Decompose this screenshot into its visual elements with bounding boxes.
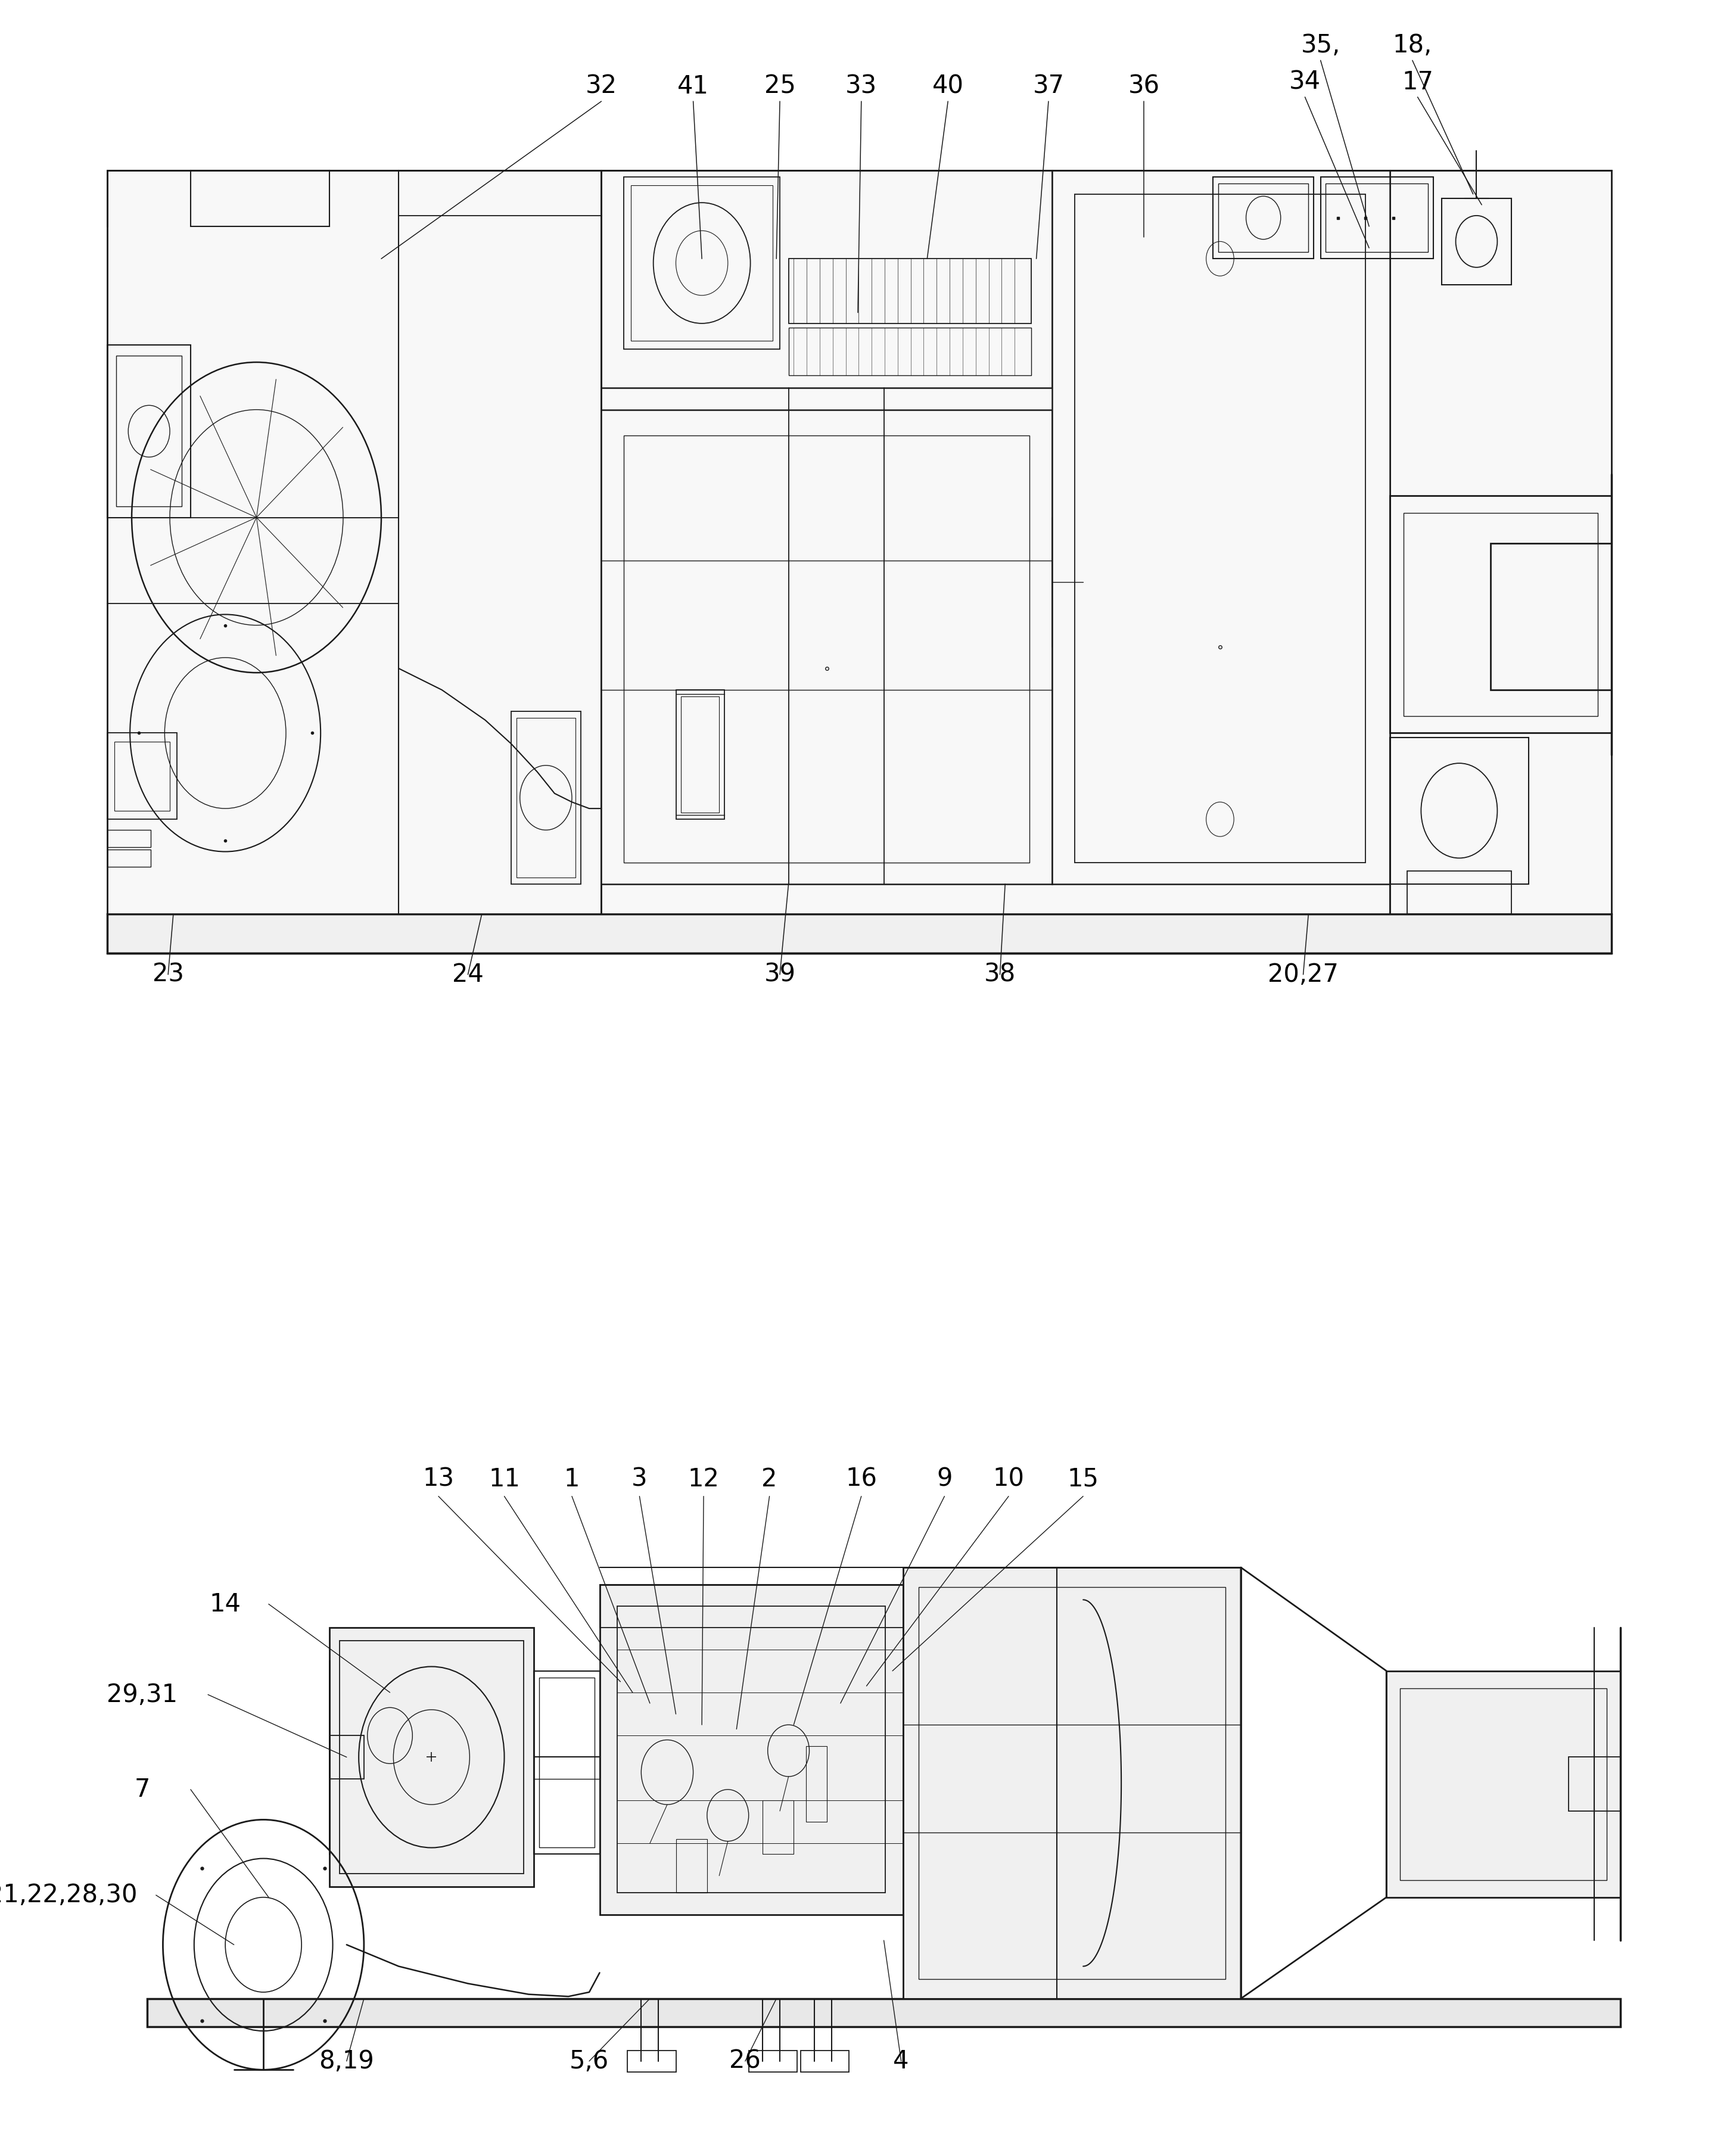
Text: 41: 41 (678, 73, 709, 99)
Text: 16: 16 (846, 1466, 877, 1492)
Text: 34: 34 (1289, 69, 1321, 95)
Text: 24: 24 (452, 962, 484, 987)
Bar (801, 2050, 849, 2072)
Bar (1326, 183, 1428, 252)
Text: 11: 11 (489, 1466, 520, 1492)
Bar (624, 436, 1029, 862)
Bar (1568, 1757, 1620, 1811)
Bar (516, 718, 575, 877)
Bar (1490, 543, 1612, 690)
Bar (806, 1746, 827, 1822)
Bar (1390, 170, 1612, 914)
Text: 2: 2 (761, 1466, 778, 1492)
Bar (147, 1999, 1620, 2027)
Text: 9: 9 (936, 1466, 953, 1492)
Bar (1052, 170, 1390, 884)
Bar (631, 185, 773, 341)
Bar (1390, 737, 1529, 884)
Text: 39: 39 (764, 962, 795, 987)
Bar (1390, 496, 1612, 733)
Bar (676, 1839, 707, 1893)
Bar (624, 177, 780, 349)
Bar (789, 259, 1031, 323)
Bar (600, 1585, 903, 1915)
Text: 17: 17 (1402, 69, 1433, 95)
Bar (511, 711, 581, 884)
Bar (340, 1641, 523, 1874)
Bar (600, 1585, 903, 1628)
Bar (329, 1736, 364, 1779)
Text: 40: 40 (932, 73, 964, 99)
Bar (1404, 513, 1598, 716)
Text: 37: 37 (1033, 73, 1064, 99)
Bar (749, 2050, 797, 2072)
Bar (107, 345, 191, 517)
Text: 21,22,28,30: 21,22,28,30 (0, 1882, 137, 1908)
Bar (627, 2050, 676, 2072)
Text: 13: 13 (423, 1466, 454, 1492)
Bar (1074, 194, 1366, 862)
Text: 14: 14 (210, 1591, 241, 1617)
Bar (1407, 871, 1511, 914)
Text: 4: 4 (892, 2048, 910, 2074)
Bar (918, 1587, 1225, 1979)
Text: 26: 26 (730, 2048, 761, 2074)
Text: 29,31: 29,31 (107, 1682, 177, 1708)
Bar (191, 170, 329, 226)
Text: 25: 25 (764, 73, 795, 99)
Bar (617, 1606, 886, 1893)
Bar (107, 849, 151, 867)
Bar (116, 356, 182, 507)
Bar (1218, 183, 1308, 252)
Text: 35,: 35, (1301, 32, 1340, 58)
Bar (539, 1677, 594, 1848)
Bar (534, 1671, 600, 1854)
Text: 15: 15 (1068, 1466, 1099, 1492)
Bar (329, 1628, 534, 1886)
Bar (676, 690, 724, 819)
Bar (107, 914, 1612, 953)
Text: 18,: 18, (1393, 32, 1431, 58)
Bar (107, 733, 177, 819)
Text: 10: 10 (993, 1466, 1024, 1492)
Bar (1442, 198, 1511, 285)
Bar (681, 696, 719, 813)
Text: 33: 33 (846, 73, 877, 99)
Text: 8,19: 8,19 (319, 2048, 374, 2074)
Text: 1: 1 (563, 1466, 581, 1492)
Text: 23: 23 (153, 962, 184, 987)
Bar (1321, 177, 1433, 259)
Bar (107, 170, 601, 914)
Bar (1386, 1671, 1620, 1897)
Text: 7: 7 (133, 1777, 151, 1802)
Bar (1213, 177, 1314, 259)
Text: 20,27: 20,27 (1269, 962, 1338, 987)
Text: 12: 12 (688, 1466, 719, 1492)
Bar (114, 742, 170, 811)
Text: 32: 32 (586, 73, 617, 99)
Bar (601, 170, 1052, 388)
Bar (763, 1800, 794, 1854)
Bar (601, 410, 1052, 884)
Text: 3: 3 (631, 1466, 648, 1492)
Bar (601, 170, 1390, 914)
Bar (107, 830, 151, 847)
Bar (789, 328, 1031, 375)
Bar (903, 1567, 1241, 1999)
Bar (1400, 1688, 1606, 1880)
Text: 38: 38 (984, 962, 1016, 987)
Text: 36: 36 (1128, 73, 1159, 99)
Text: 5,6: 5,6 (570, 2048, 608, 2074)
